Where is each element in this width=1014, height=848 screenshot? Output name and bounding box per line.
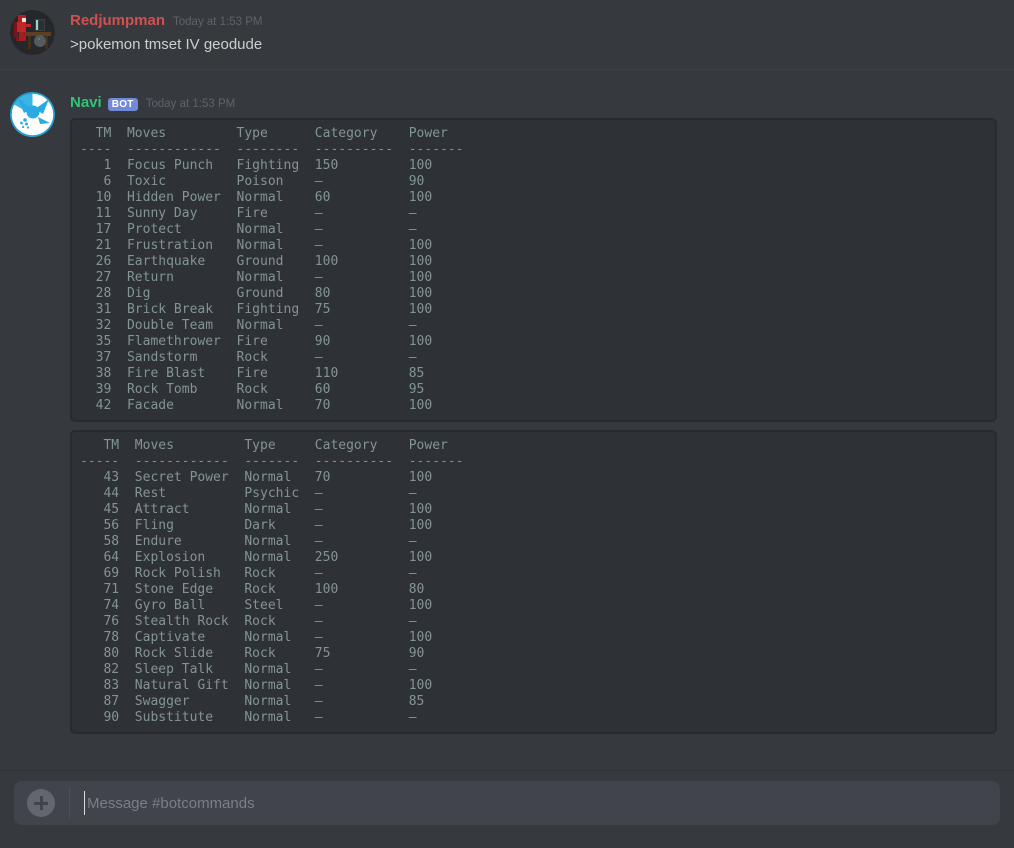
username-navi[interactable]: Navi: [70, 94, 102, 112]
chat-area: Redjumpman Today at 1:53 PM >pokemon tms…: [0, 8, 1014, 735]
message-input-bar[interactable]: [14, 781, 1000, 825]
composer-divider: [69, 788, 70, 818]
command-message-text: >pokemon tmset IV geodude: [70, 36, 263, 53]
tm-moves-table-1: TM Moves Type Category Power ---- ------…: [70, 118, 997, 423]
bot-badge: BOT: [107, 98, 138, 112]
message-group-navi: Navi BOT Today at 1:53 PM TM Moves Type …: [0, 90, 1014, 735]
avatar-redjumpman[interactable]: [10, 10, 55, 55]
timestamp: Today at 1:53 PM: [145, 98, 236, 111]
username-redjumpman[interactable]: Redjumpman: [70, 12, 166, 29]
message-divider: [0, 69, 1014, 71]
message-header: Redjumpman Today at 1:53 PM: [70, 8, 997, 29]
upload-plus-button[interactable]: [27, 789, 55, 817]
navi-fairy-icon: [10, 92, 55, 138]
message-input[interactable]: [87, 781, 1000, 825]
composer-area: [0, 770, 1014, 848]
timestamp: Today at 1:53 PM: [173, 16, 263, 28]
message-header: Navi BOT Today at 1:53 PM: [70, 90, 997, 112]
pixel-computer-user-icon: [10, 10, 55, 55]
message-group-redjumpman: Redjumpman Today at 1:53 PM >pokemon tms…: [0, 8, 1014, 55]
tm-moves-table-2: TM Moves Type Category Power ----- -----…: [70, 430, 997, 735]
avatar-navi[interactable]: [10, 92, 55, 138]
text-caret: [84, 791, 85, 815]
